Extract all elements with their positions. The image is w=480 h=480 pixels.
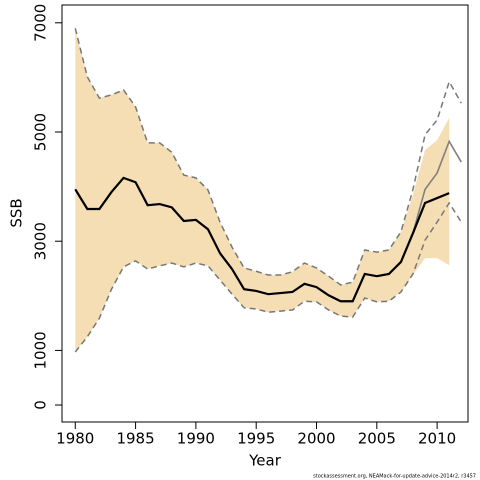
confidence-band [75,28,450,353]
line [74,176,450,303]
x-tick-label: 2005 [358,430,396,448]
y-tick-label: 3000 [32,222,50,260]
x-tick-label: 1980 [56,430,94,448]
y-tick-label: 7000 [32,4,50,42]
plot-frame [61,4,469,423]
x-tick-label: 1985 [116,430,154,448]
y-tick-label: 5000 [32,113,50,151]
dashed-line [74,28,462,286]
x-axis-label: Year [248,452,282,470]
x-tick-label: 2010 [418,430,456,448]
y-tick-label: 0 [32,400,50,410]
x-tick-label: 2000 [297,430,335,448]
footnote: stockassessment.org, NEAMack-for-update-… [313,474,476,480]
y-axis-label: SSB [8,198,26,227]
y-tick-label: 1000 [32,331,50,369]
x-tick-label: 1995 [237,430,275,448]
x-tick-label: 1990 [177,430,215,448]
